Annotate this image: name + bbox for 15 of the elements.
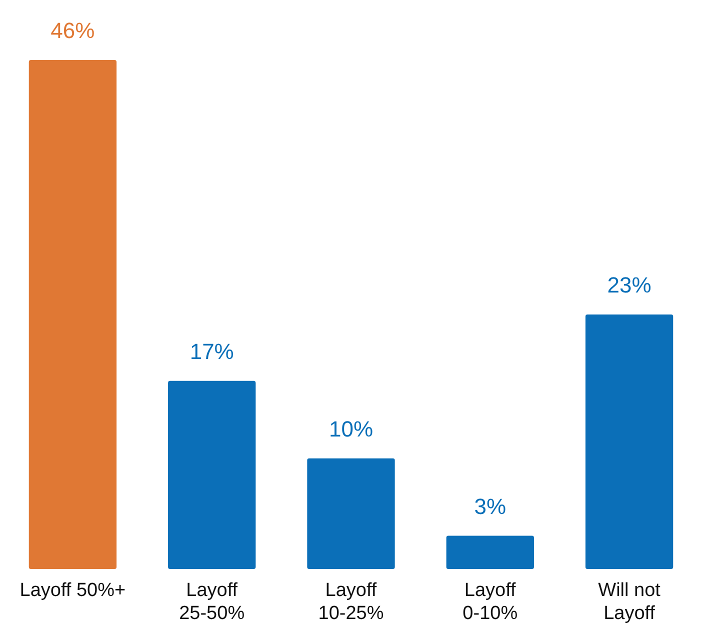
bar [446,536,534,569]
bar [307,458,395,569]
data-label: 23% [607,272,652,298]
data-label: 17% [190,338,234,364]
x-tick-label: Will not Layoff [598,580,662,624]
x-tick-label: Layoff 0-10% [462,580,518,624]
bar [585,314,674,569]
data-label: 10% [328,416,374,442]
x-tick-label: Layoff 10-25% [318,580,384,624]
x-tick-label: Layoff 50%+ [20,580,126,601]
bar [28,60,117,569]
data-label: 46% [50,18,95,43]
x-tick-label: Layoff 25-50% [179,580,245,624]
data-label: 3% [474,494,506,519]
bar [168,380,256,569]
